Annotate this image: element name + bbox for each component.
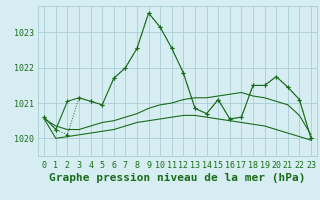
X-axis label: Graphe pression niveau de la mer (hPa): Graphe pression niveau de la mer (hPa) bbox=[49, 173, 306, 183]
